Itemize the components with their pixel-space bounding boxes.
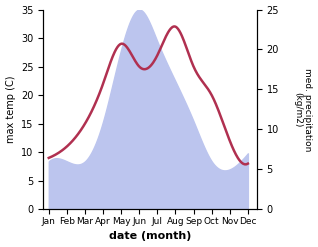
- X-axis label: date (month): date (month): [109, 231, 191, 242]
- Y-axis label: max temp (C): max temp (C): [5, 76, 16, 143]
- Y-axis label: med. precipitation
(kg/m2): med. precipitation (kg/m2): [293, 68, 313, 151]
